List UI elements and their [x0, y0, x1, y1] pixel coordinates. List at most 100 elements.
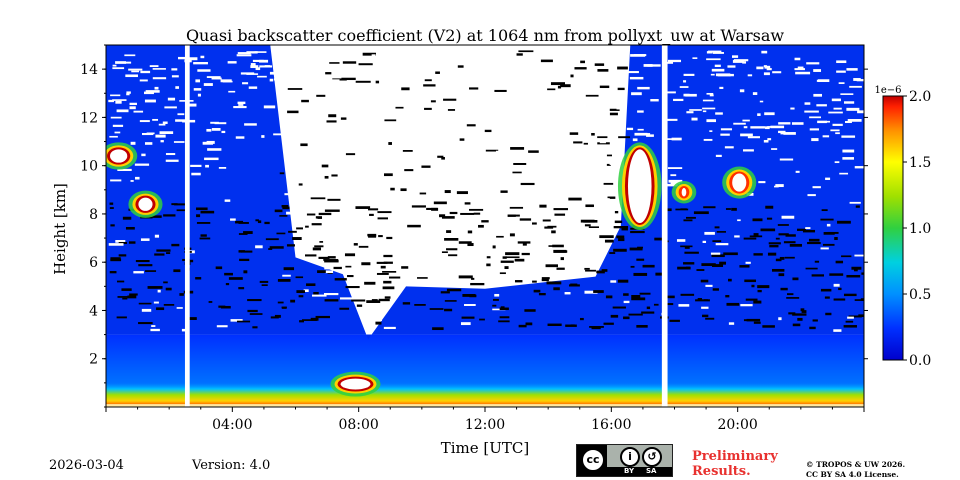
noise-pixel	[269, 246, 284, 249]
noise-pixel	[667, 59, 682, 63]
noise-pixel	[603, 118, 618, 122]
colorbar-tick-label: 1.5	[909, 155, 931, 171]
noise-pixel	[833, 298, 846, 301]
noise-pixel	[553, 208, 569, 211]
noise-pixel	[637, 246, 643, 249]
noise-pixel	[298, 183, 303, 186]
cc-license-badge: cc i ↺ BY SA	[576, 444, 673, 477]
noise-pixel	[626, 127, 634, 131]
noise-pixel	[390, 187, 395, 191]
noise-pixel	[783, 132, 796, 135]
noise-pixel	[386, 154, 398, 157]
y-tick-label: 10	[80, 159, 98, 175]
noise-pixel	[703, 299, 708, 301]
noise-pixel	[197, 69, 211, 72]
y-axis-label: Height [km]	[51, 183, 69, 275]
noise-pixel	[795, 170, 800, 173]
noise-pixel	[683, 262, 695, 265]
noise-pixel	[347, 275, 354, 278]
noise-pixel	[165, 159, 179, 162]
noise-pixel	[792, 323, 801, 327]
noise-pixel	[540, 59, 553, 63]
noise-pixel	[697, 298, 703, 300]
noise-pixel	[551, 230, 556, 234]
noise-pixel	[655, 272, 667, 276]
noise-pixel	[553, 249, 567, 253]
noise-pixel	[224, 199, 231, 202]
noise-pixel	[281, 306, 287, 309]
noise-pixel	[211, 77, 222, 80]
noise-pixel	[133, 271, 144, 274]
noise-pixel	[786, 297, 800, 299]
noise-pixel	[700, 279, 709, 283]
noise-pixel	[797, 317, 803, 321]
noise-pixel	[570, 324, 575, 327]
noise-pixel	[769, 244, 779, 248]
noise-pixel	[313, 291, 319, 295]
noise-pixel	[505, 256, 520, 259]
noise-pixel	[423, 84, 436, 87]
noise-pixel	[206, 76, 221, 78]
noise-pixel	[522, 243, 527, 246]
noise-pixel	[680, 293, 695, 296]
noise-pixel	[504, 266, 509, 270]
noise-pixel	[767, 252, 777, 256]
noise-pixel	[318, 212, 332, 216]
noise-pixel	[339, 307, 350, 310]
noise-pixel	[541, 177, 552, 180]
noise-pixel	[518, 50, 534, 53]
y-tick-label: 4	[89, 303, 98, 319]
noise-pixel	[458, 275, 473, 279]
noise-pixel	[282, 274, 291, 277]
noise-pixel	[792, 277, 799, 281]
noise-pixel	[383, 261, 393, 264]
noise-pixel	[774, 185, 779, 188]
noise-pixel	[617, 66, 628, 70]
noise-pixel	[585, 94, 599, 97]
x-tick-label: 12:00	[465, 417, 505, 433]
noise-pixel	[574, 67, 587, 70]
noise-pixel	[492, 298, 499, 301]
noise-pixel	[411, 205, 426, 208]
noise-pixel	[556, 267, 565, 270]
noise-pixel	[505, 277, 521, 280]
noise-pixel	[345, 153, 356, 156]
noise-pixel	[323, 259, 339, 261]
noise-pixel	[165, 287, 172, 291]
noise-pixel	[743, 237, 757, 240]
noise-pixel	[402, 150, 413, 152]
noise-pixel	[335, 182, 345, 185]
noise-pixel	[317, 270, 326, 274]
noise-pixel	[607, 196, 616, 199]
noise-pixel	[728, 278, 732, 282]
noise-pixel	[135, 259, 150, 263]
noise-pixel	[775, 184, 784, 188]
noise-pixel	[261, 135, 265, 138]
noise-pixel	[401, 266, 409, 269]
noise-pixel	[156, 307, 165, 311]
noise-pixel	[339, 297, 354, 300]
noise-pixel	[683, 219, 693, 222]
noise-pixel	[193, 62, 208, 65]
noise-pixel	[685, 93, 697, 97]
noise-pixel	[156, 249, 171, 252]
noise-pixel	[289, 199, 304, 202]
noise-pixel	[665, 118, 678, 121]
noise-pixel	[705, 317, 715, 320]
noise-pixel	[614, 220, 623, 224]
noise-pixel	[715, 154, 722, 157]
noise-pixel	[383, 263, 398, 266]
noise-pixel	[617, 87, 625, 91]
colorbar-exponent: 1e−6	[874, 85, 901, 96]
noise-pixel	[629, 247, 643, 251]
noise-pixel	[857, 110, 864, 114]
noise-pixel	[109, 207, 114, 209]
noise-pixel	[228, 90, 236, 93]
noise-pixel	[765, 205, 774, 209]
noise-pixel	[517, 269, 531, 273]
noise-pixel	[283, 267, 295, 271]
noise-pixel	[797, 228, 807, 231]
noise-pixel	[176, 307, 183, 309]
noise-pixel	[264, 221, 270, 225]
noise-pixel	[178, 56, 189, 60]
